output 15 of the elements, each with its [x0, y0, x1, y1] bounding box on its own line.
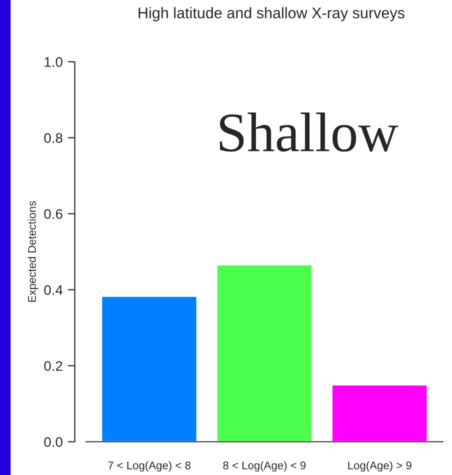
y-tick-label: 0.0 [44, 437, 62, 447]
y-tick-label: 0.8 [44, 133, 62, 143]
x-tick-label: Log(Age) > 9 [348, 461, 412, 472]
x-tick-label: 8 < Log(Age) < 9 [223, 461, 306, 472]
bar [216, 264, 313, 442]
y-tick-label: 0.4 [44, 285, 63, 295]
bar [331, 384, 428, 442]
chart-title: High latitude and shallow X-ray surveys [138, 7, 404, 22]
y-axis-title: Expected Detections [28, 201, 38, 302]
y-tick-label: 0.2 [44, 361, 62, 371]
y-tick-label: 1.0 [44, 57, 62, 67]
bar [100, 296, 198, 442]
annotation: Shallow [220, 112, 398, 152]
y-tick-label: 0.6 [44, 209, 62, 219]
x-tick-label: 7 < Log(Age) < 8 [108, 461, 190, 472]
